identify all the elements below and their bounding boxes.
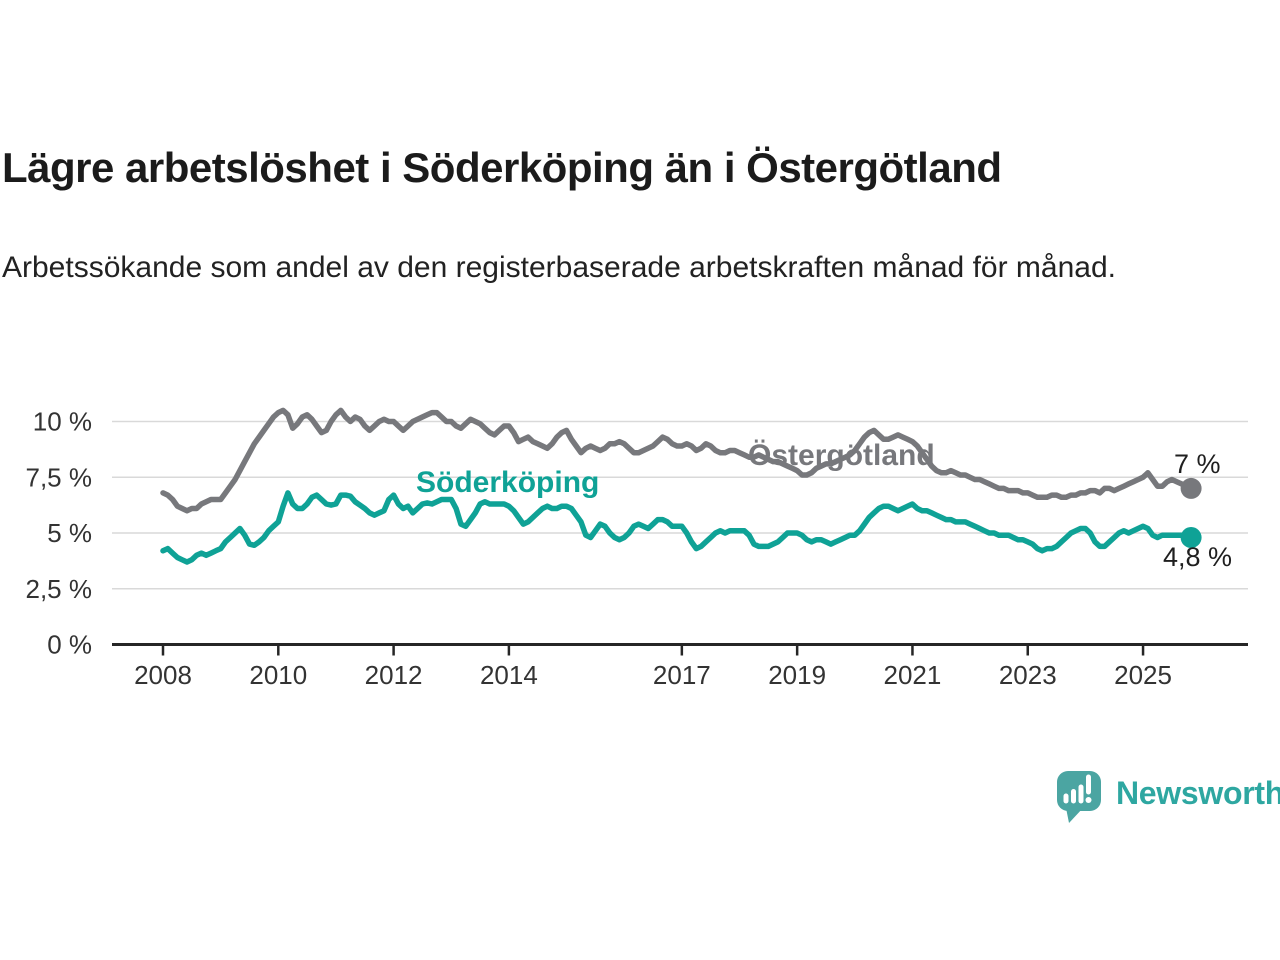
x-axis-tick-label: 2025 [1114, 660, 1172, 690]
x-axis-tick-label: 2017 [653, 660, 711, 690]
end-value-label-soderkoping: 4,8 % [1163, 542, 1233, 572]
y-axis-tick-label: 0 % [47, 630, 92, 660]
x-axis-tick-label: 2019 [768, 660, 826, 690]
series-line-ostergotland [160, 407, 1194, 514]
newsworthy-logo-text: Newsworthy [1116, 774, 1280, 811]
x-axis-tick-label: 2008 [134, 660, 192, 690]
x-axis-tick-label: 2014 [480, 660, 538, 690]
y-axis-tick-label: 2,5 % [26, 574, 93, 604]
y-axis-tick-label: 5 % [47, 518, 92, 548]
y-axis-tick-label: 7,5 % [26, 462, 93, 492]
series-label-soderkoping: Söderköping [416, 466, 600, 499]
x-axis-tick-label: 2021 [884, 660, 942, 690]
x-axis-tick-label: 2010 [249, 660, 307, 690]
series-label-ostergotland: Östergötland [748, 439, 935, 472]
series-end-dot-ostergotland [1180, 477, 1202, 499]
x-axis-tick-label: 2012 [365, 660, 423, 690]
series-end-dot-soderkoping [1180, 527, 1202, 548]
series-line-soderkoping [160, 490, 1194, 565]
x-axis-tick-label: 2023 [999, 660, 1057, 690]
newsworthy-brand: Newsworthy [1056, 770, 1280, 824]
newsworthy-logo-icon [1057, 771, 1101, 823]
end-value-label-ostergotland: 7 % [1174, 449, 1221, 479]
y-axis-tick-label: 10 % [33, 407, 92, 437]
page-subtitle: Arbetssökande som andel av den registerb… [2, 251, 1116, 284]
page-title: Lägre arbetslöshet i Söderköping än i Ös… [2, 144, 1002, 191]
